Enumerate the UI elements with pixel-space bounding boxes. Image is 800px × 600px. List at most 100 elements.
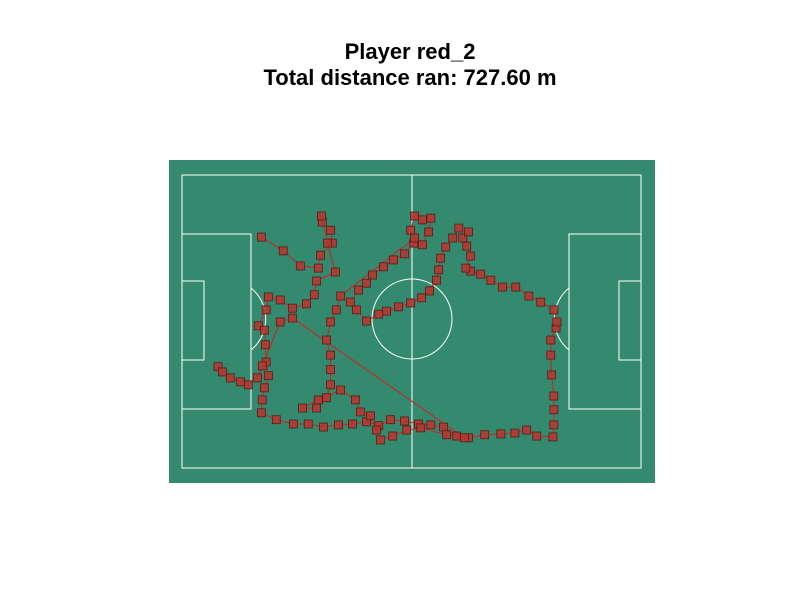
position-marker — [362, 316, 371, 326]
position-marker — [313, 263, 323, 273]
position-marker — [271, 415, 281, 425]
position-marker — [452, 431, 462, 441]
position-marker — [441, 242, 451, 252]
position-marker — [288, 303, 297, 313]
position-marker — [336, 291, 346, 301]
position-marker — [436, 253, 445, 263]
position-marker — [424, 227, 434, 237]
position-marker — [372, 425, 381, 435]
position-marker — [260, 340, 270, 350]
position-marker — [480, 430, 490, 440]
position-marker — [348, 419, 357, 429]
position-marker — [351, 305, 361, 315]
position-marker — [522, 425, 532, 435]
position-marker — [312, 276, 321, 286]
position-marker — [394, 302, 403, 312]
position-marker — [460, 433, 469, 443]
chart-title: Player red_2 — [345, 39, 476, 64]
position-marker — [418, 240, 427, 250]
position-marker — [319, 422, 328, 432]
position-marker — [316, 211, 326, 221]
position-marker — [288, 419, 298, 429]
position-marker — [351, 395, 360, 405]
position-marker — [486, 275, 496, 285]
goal-area — [181, 280, 205, 361]
position-marker — [546, 350, 556, 360]
position-marker — [256, 408, 266, 418]
position-marker — [275, 317, 285, 327]
position-marker — [331, 305, 341, 315]
position-marker — [462, 241, 472, 251]
position-marker — [549, 420, 559, 430]
position-marker — [464, 227, 473, 237]
position-marker — [476, 269, 486, 279]
position-marker — [536, 297, 546, 307]
position-marker — [496, 429, 506, 439]
position-marker — [549, 391, 559, 401]
position-marker — [448, 233, 458, 243]
position-marker — [498, 282, 508, 292]
position-marker — [288, 313, 297, 323]
position-marker — [386, 415, 395, 425]
position-marker — [263, 371, 273, 381]
position-marker — [376, 435, 385, 445]
position-marker — [547, 370, 557, 380]
position-marker — [278, 246, 288, 256]
position-marker — [442, 430, 451, 440]
position-marker — [322, 393, 332, 403]
position-marker — [355, 407, 365, 417]
position-marker — [218, 367, 227, 377]
chart-title: Total distance ran: 727.60 m — [263, 65, 556, 90]
position-marker — [510, 428, 520, 438]
position-marker — [295, 261, 305, 271]
position-marker — [260, 325, 269, 335]
position-marker — [549, 405, 559, 415]
position-marker — [366, 411, 375, 421]
position-marker — [425, 286, 434, 296]
position-marker — [326, 317, 335, 327]
position-marker — [260, 383, 269, 393]
position-marker — [389, 255, 399, 265]
position-marker — [426, 420, 436, 430]
position-marker — [400, 249, 409, 259]
position-marker — [426, 213, 436, 223]
position-marker — [368, 270, 377, 280]
position-marker — [388, 431, 398, 441]
position-marker — [532, 431, 542, 441]
position-marker — [374, 309, 384, 319]
position-marker — [458, 233, 468, 243]
position-marker — [316, 250, 325, 260]
position-marker — [439, 422, 448, 432]
position-marker — [243, 380, 253, 390]
position-marker — [323, 238, 332, 248]
position-marker — [461, 263, 471, 273]
position-marker — [345, 297, 355, 307]
position-marker — [354, 285, 363, 295]
position-marker — [312, 403, 321, 413]
position-marker — [410, 211, 420, 221]
position-marker — [549, 305, 559, 315]
position-marker — [263, 292, 273, 302]
position-marker — [402, 425, 412, 435]
position-marker — [466, 251, 476, 261]
position-marker — [275, 295, 285, 305]
position-marker — [548, 432, 558, 442]
position-marker — [416, 423, 426, 433]
position-marker — [406, 298, 416, 308]
position-marker — [334, 420, 343, 430]
position-marker — [524, 291, 534, 301]
position-marker — [303, 419, 313, 429]
goal-area — [618, 280, 642, 361]
position-marker — [257, 395, 267, 405]
position-marker — [511, 282, 521, 292]
position-marker — [326, 365, 335, 375]
position-marker — [298, 403, 307, 413]
position-marker — [302, 299, 311, 309]
position-marker — [326, 225, 335, 235]
position-marker — [410, 233, 420, 243]
position-marker — [330, 267, 340, 277]
position-marker — [322, 335, 332, 345]
position-marker — [418, 215, 427, 225]
